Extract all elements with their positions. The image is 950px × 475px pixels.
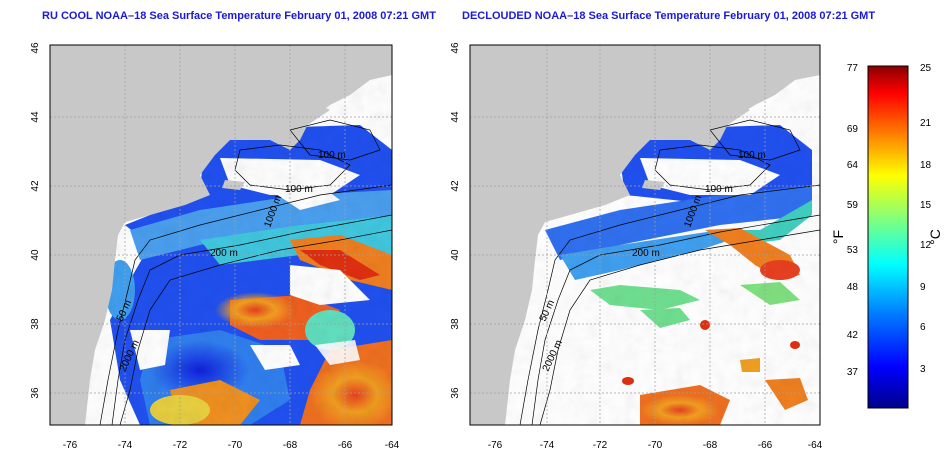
fahrenheit-unit-label: °F [830, 230, 846, 244]
celsius-tick: 18 [920, 160, 932, 171]
x-tick-label: -68 [283, 440, 298, 451]
right-contour-label: 100 m [738, 150, 766, 161]
fahrenheit-tick: 77 [847, 63, 859, 74]
y-tick-label: 44 [450, 111, 461, 123]
y-tick-label: 38 [30, 318, 41, 330]
celsius-tick: 6 [920, 322, 926, 333]
y-tick-label: 46 [450, 42, 461, 54]
right-land [470, 45, 820, 425]
x-tick-label: -68 [703, 440, 718, 451]
left-x-axis: -76 -74 -72 -70 -68 -66 -64 [63, 440, 400, 451]
x-tick-label: -70 [648, 440, 663, 451]
colorbar: 77 69 64 59 53 48 42 37 25 21 18 15 12 9… [830, 63, 943, 409]
x-tick-label: -72 [173, 440, 188, 451]
fahrenheit-tick: 37 [847, 367, 859, 378]
x-tick-label: -64 [385, 440, 400, 451]
right-contour-label: 200 m [632, 248, 660, 259]
celsius-tick: 3 [920, 364, 926, 375]
fahrenheit-tick: 42 [847, 330, 859, 341]
y-tick-label: 40 [450, 249, 461, 261]
celsius-tick: 21 [920, 118, 932, 129]
y-tick-label: 36 [30, 387, 41, 399]
celsius-tick: 9 [920, 282, 926, 293]
fahrenheit-tick: 48 [847, 282, 859, 293]
x-tick-label: -72 [593, 440, 608, 451]
y-tick-label: 42 [450, 180, 461, 192]
left-map-title: RU COOL NOAA–18 Sea Surface Temperature … [42, 10, 436, 22]
celsius-tick: 25 [920, 63, 932, 74]
fahrenheit-tick: 53 [847, 245, 859, 256]
left-land [50, 45, 392, 425]
x-tick-label: -64 [808, 440, 823, 451]
x-tick-label: -74 [540, 440, 555, 451]
y-tick-label: 40 [30, 249, 41, 261]
left-contour-label: 100 m [285, 184, 313, 195]
y-tick-label: 38 [450, 318, 461, 330]
right-map-title: DECLOUDED NOAA–18 Sea Surface Temperatur… [462, 10, 876, 22]
left-map: 100 m 100 m 200 m 1000 m 50 m 2000 m -76… [30, 42, 400, 451]
right-x-axis: -76 -74 -72 -70 -68 -66 -64 [488, 440, 823, 451]
y-tick-label: 36 [450, 387, 461, 399]
celsius-unit-label: °C [927, 229, 943, 245]
celsius-tick: 15 [920, 200, 932, 211]
fahrenheit-tick: 69 [847, 124, 859, 135]
left-contour-label: 200 m [210, 248, 238, 259]
x-tick-label: -66 [758, 440, 773, 451]
x-tick-label: -70 [228, 440, 243, 451]
left-y-axis: 36 38 40 42 44 46 [30, 42, 41, 399]
x-tick-label: -76 [63, 440, 78, 451]
y-tick-label: 42 [30, 180, 41, 192]
x-tick-label: -76 [488, 440, 503, 451]
right-map: 100 m 100 m 200 m 1000 m 50 m 2000 m -76… [450, 42, 823, 451]
right-y-axis: 36 38 40 42 44 46 [450, 42, 461, 399]
x-tick-label: -74 [118, 440, 133, 451]
fahrenheit-tick: 59 [847, 200, 859, 211]
colorbar-gradient [867, 65, 909, 409]
left-contour-label: 100 m [318, 150, 346, 161]
y-tick-label: 46 [30, 42, 41, 54]
celsius-tick: 12 [920, 240, 932, 251]
fahrenheit-tick: 64 [847, 160, 859, 171]
y-tick-label: 44 [30, 111, 41, 123]
x-tick-label: -66 [338, 440, 353, 451]
right-contour-label: 100 m [705, 184, 733, 195]
